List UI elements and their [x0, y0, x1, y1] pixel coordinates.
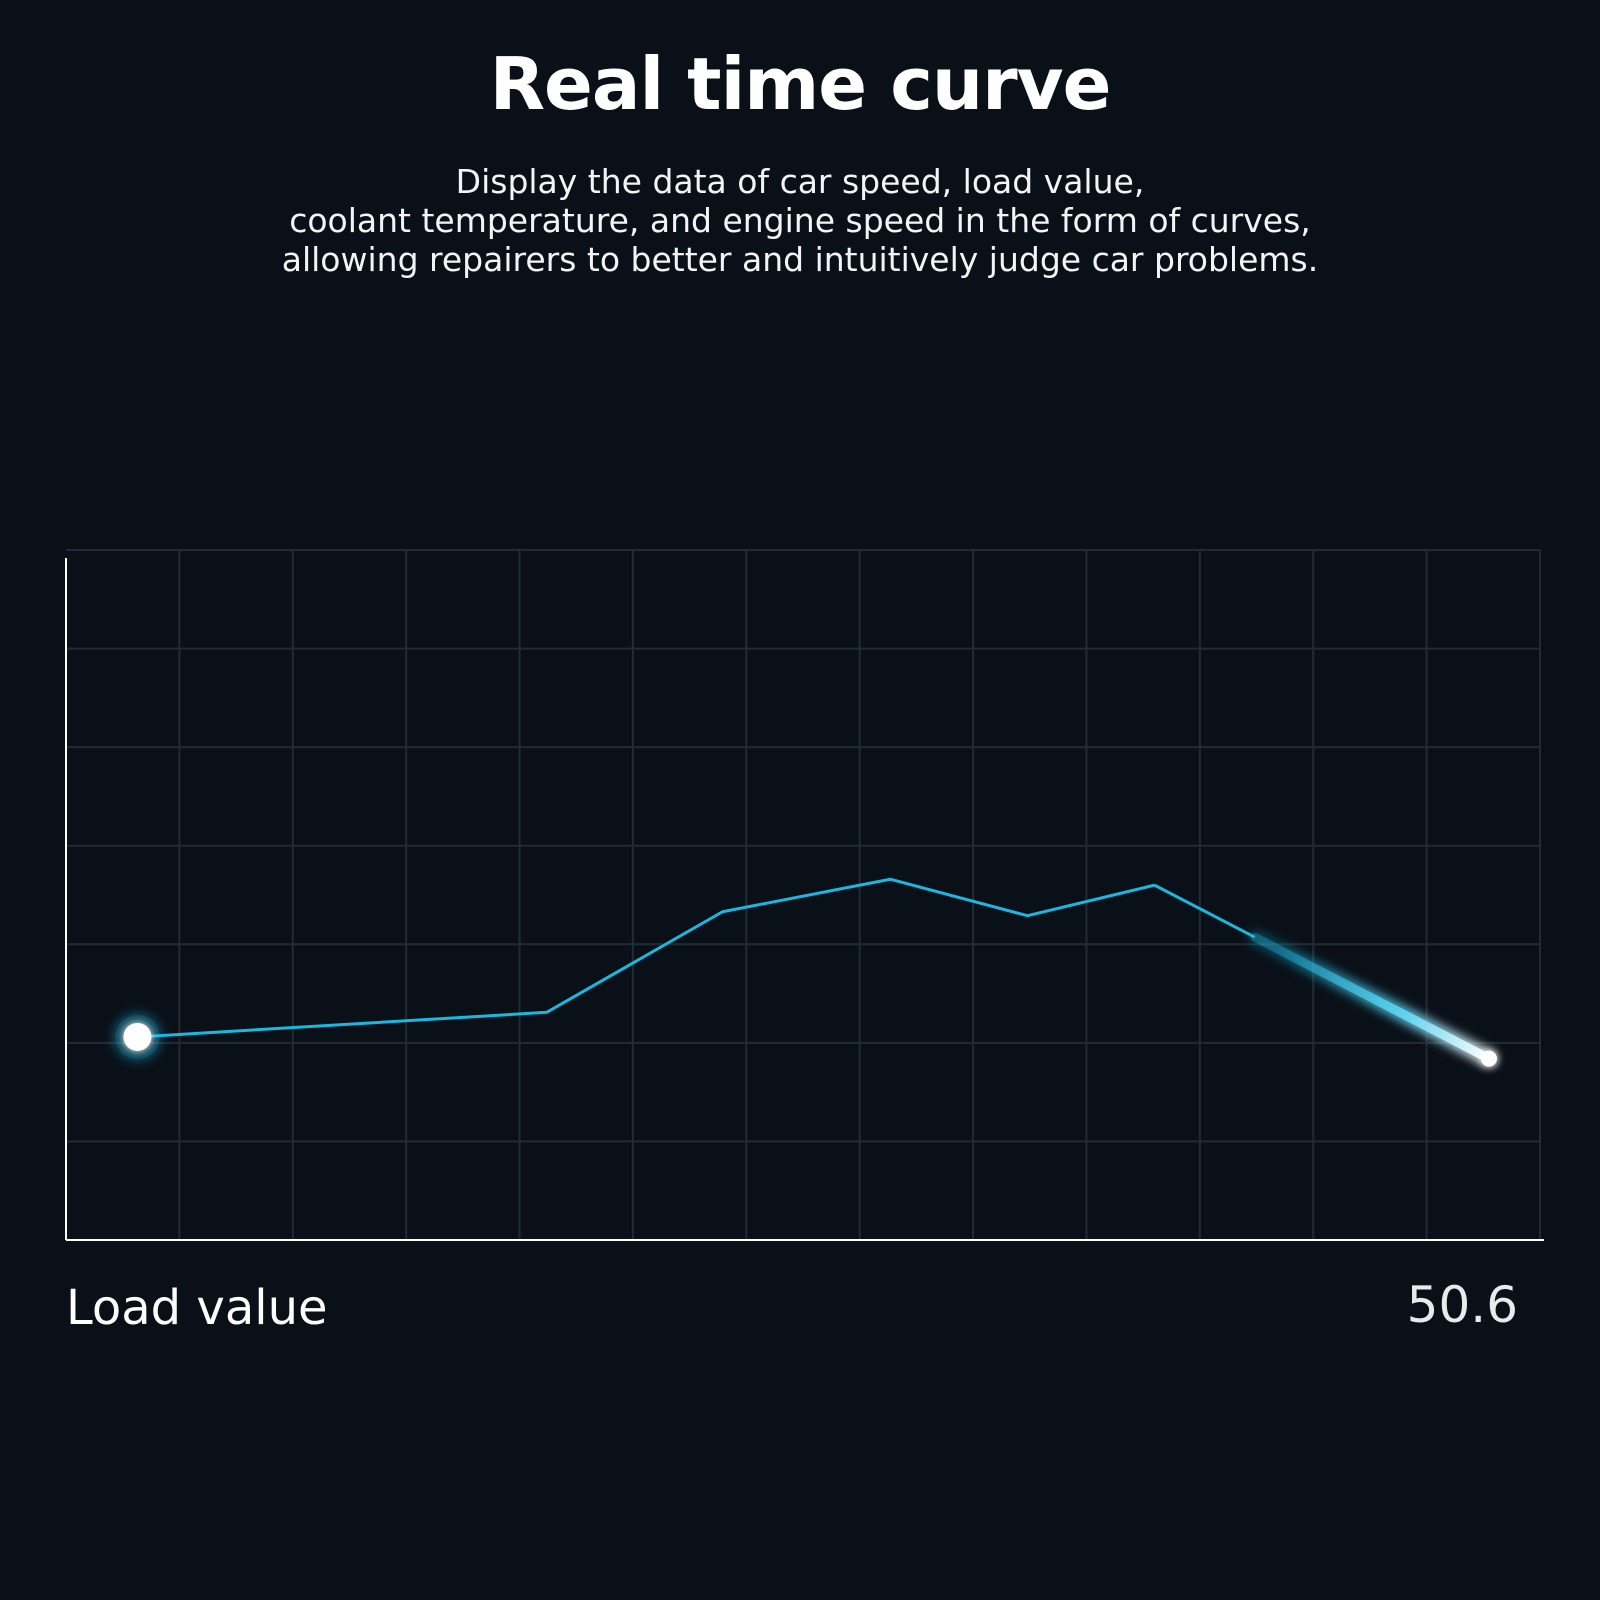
series-label: Load value	[66, 1280, 328, 1336]
chart-axes	[65, 558, 1544, 1241]
series-line-segment	[1153, 883, 1256, 939]
series-glow-tail	[1250, 932, 1494, 1064]
subtitle-line: coolant temperature, and engine speed in…	[289, 201, 1311, 240]
page-subtitle: Display the data of car speed, load valu…	[0, 162, 1600, 279]
subtitle-line: allowing repairers to better and intuiti…	[281, 240, 1319, 279]
series-current-value: 50.6	[1406, 1276, 1518, 1334]
series-end-marker	[1480, 1050, 1497, 1067]
chart-grid	[66, 549, 1541, 1240]
series-start-marker	[123, 1022, 152, 1051]
page-title: Real time curve	[489, 42, 1112, 126]
subtitle-line: Display the data of car speed, load valu…	[455, 162, 1145, 201]
series-line	[137, 877, 1155, 1039]
chart-series	[115, 877, 1497, 1067]
